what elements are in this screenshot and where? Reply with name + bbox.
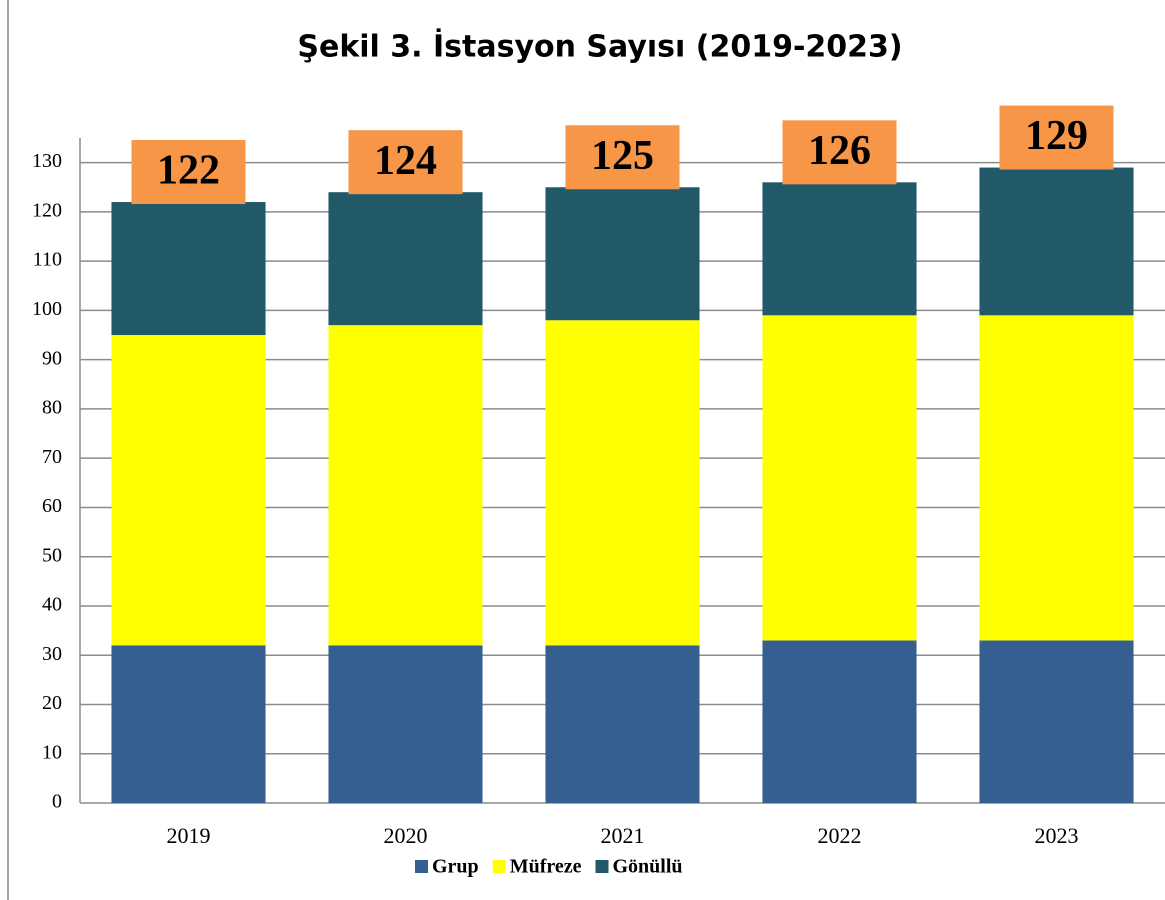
bar-segment xyxy=(328,325,483,646)
bar-segment xyxy=(111,645,266,803)
total-label-box xyxy=(131,140,246,205)
bar-segment xyxy=(111,335,266,646)
bar-segment xyxy=(545,320,700,646)
total-label: 129 xyxy=(1025,113,1088,159)
x-tick-label: 2021 xyxy=(601,823,645,848)
bar-segment xyxy=(762,315,917,641)
bar-segment xyxy=(979,315,1134,641)
legend-swatch xyxy=(595,860,609,873)
total-label-box xyxy=(565,125,680,190)
total-label: 122 xyxy=(157,148,220,194)
y-tick-label: 80 xyxy=(42,397,62,419)
total-label: 124 xyxy=(374,138,437,184)
chart-border xyxy=(7,0,9,900)
bar-segment xyxy=(545,187,700,321)
legend-label: Gönüllü xyxy=(613,856,683,878)
x-tick-label: 2019 xyxy=(167,823,211,848)
total-label-box xyxy=(782,120,897,185)
bar-segment xyxy=(979,640,1134,803)
y-tick-label: 40 xyxy=(42,594,62,616)
total-label-box xyxy=(999,105,1114,170)
y-tick-label: 30 xyxy=(42,643,62,665)
legend-swatch xyxy=(492,860,506,873)
bar-segment xyxy=(111,202,266,336)
legend-swatch xyxy=(415,860,428,873)
y-tick-label: 130 xyxy=(32,150,62,172)
y-tick-label: 100 xyxy=(32,298,62,320)
y-tick-label: 50 xyxy=(42,544,62,566)
bar-segment xyxy=(762,640,917,803)
total-label: 126 xyxy=(808,128,871,174)
bar-segment xyxy=(979,167,1134,316)
y-tick-label: 10 xyxy=(42,741,62,763)
bar-segment xyxy=(328,645,483,803)
x-tick-label: 2022 xyxy=(818,823,862,848)
y-tick-label: 20 xyxy=(42,692,62,714)
x-tick-label: 2020 xyxy=(384,823,428,848)
legend-label: Müfreze xyxy=(510,856,582,878)
bar-segment xyxy=(762,182,917,316)
y-tick-label: 90 xyxy=(42,347,62,369)
y-tick-label: 0 xyxy=(52,791,62,813)
x-tick-label: 2023 xyxy=(1035,823,1079,848)
y-tick-label: 110 xyxy=(33,249,62,271)
legend-label: Grup xyxy=(432,856,479,878)
bar-segment xyxy=(545,645,700,803)
chart-title: Şekil 3. İstasyon Sayısı (2019-2023) xyxy=(297,29,902,65)
y-tick-label: 60 xyxy=(42,495,62,517)
total-label: 125 xyxy=(591,133,654,179)
bar-segment xyxy=(328,192,483,326)
y-tick-label: 70 xyxy=(42,446,62,468)
y-tick-label: 120 xyxy=(32,199,62,221)
total-label-box xyxy=(348,130,463,195)
